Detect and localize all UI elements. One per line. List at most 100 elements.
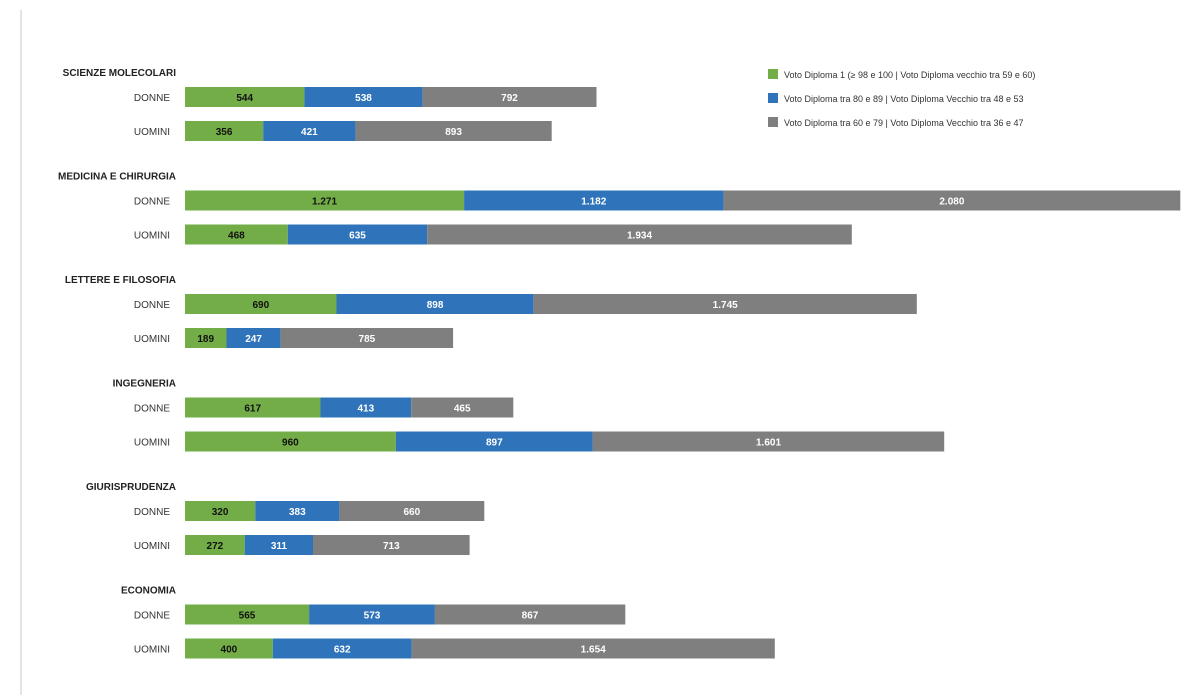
data-label: 400 [221, 645, 238, 656]
bar-segment [185, 638, 273, 659]
bar-segment [185, 87, 305, 107]
bar-segment [320, 397, 412, 418]
row-label: DONNE [134, 404, 170, 415]
bar-segment [287, 224, 428, 245]
bar-segment [263, 121, 356, 141]
data-label: 635 [349, 231, 366, 242]
group-title: SCIENZE MOLECOLARI [63, 68, 177, 79]
data-label: 272 [207, 541, 224, 552]
data-label: 311 [271, 541, 288, 552]
data-label: 1.934 [627, 231, 652, 242]
group-title: INGEGNERIA [113, 379, 176, 390]
bar-segment [185, 431, 396, 452]
bar-group: ECONOMIA DONNE 565 573 867 UOMINI 400 632 1.654 [121, 586, 775, 659]
bar-segment [185, 501, 256, 521]
row-label: DONNE [134, 197, 170, 208]
data-label: 617 [244, 404, 261, 415]
data-label: 565 [239, 611, 256, 622]
bar-segment [244, 535, 313, 555]
bar-segment [336, 294, 534, 314]
legend: Voto Diploma 1 (≥ 98 e 100 | Voto Diplom… [768, 69, 1035, 128]
bar-segment [304, 87, 423, 107]
legend-swatch [768, 69, 778, 79]
bar-group: MEDICINA E CHIRURGIA DONNE 1.271 1.182 2.080… [58, 172, 1181, 245]
bar-segment [464, 190, 724, 211]
group-title: GIURISPRUDENZA [86, 482, 176, 493]
group-title: LETTERE E FILOSOFIA [65, 275, 176, 286]
data-label: 413 [357, 404, 374, 415]
data-label: 1.182 [581, 197, 606, 208]
bar-group: INGEGNERIA DONNE 617 413 465 UOMINI 960 897 1.60… [113, 379, 945, 452]
bar-segment [309, 604, 435, 625]
bar-group: SCIENZE MOLECOLARI DONNE 544 538 792 UOMINI 35… [63, 68, 597, 141]
row-label: DONNE [134, 93, 170, 104]
row-label: UOMINI [134, 541, 170, 552]
data-label: 632 [334, 645, 351, 656]
data-label: 421 [301, 127, 318, 138]
bar-segment [422, 87, 597, 107]
data-label: 898 [427, 300, 444, 311]
row-label: DONNE [134, 300, 170, 311]
group-title: ECONOMIA [121, 586, 176, 597]
bar-segment [185, 294, 337, 314]
data-label: 1.745 [713, 300, 738, 311]
data-label: 544 [236, 93, 253, 104]
bar-segment [592, 431, 945, 452]
bar-segment [185, 535, 245, 555]
data-label: 468 [228, 231, 245, 242]
data-label: 897 [486, 438, 503, 449]
bar-segment [255, 501, 340, 521]
data-label: 383 [289, 507, 306, 518]
bar-group: LETTERE E FILOSOFIA DONNE 690 898 1.745 UOMIN… [65, 275, 917, 348]
data-label: 785 [359, 334, 376, 345]
legend-swatch [768, 117, 778, 127]
data-label: 465 [454, 404, 471, 415]
bar-segment [411, 397, 514, 418]
bar-segment [723, 190, 1181, 211]
legend-label: Voto Diploma tra 60 e 79 | Voto Diploma … [784, 118, 1023, 128]
data-label: 247 [245, 334, 262, 345]
bar-segment [185, 604, 310, 625]
bar-segment [185, 190, 465, 211]
row-label: DONNE [134, 611, 170, 622]
bar-segment [226, 328, 281, 348]
data-label: 1.271 [312, 197, 337, 208]
legend-swatch [768, 93, 778, 103]
bar-segment [395, 431, 593, 452]
group-title: MEDICINA E CHIRURGIA [58, 172, 176, 183]
bar-segment [185, 224, 288, 245]
bar-segment [280, 328, 454, 348]
data-label: 2.080 [939, 197, 964, 208]
bar-segment [185, 397, 321, 418]
row-label: UOMINI [134, 334, 170, 345]
row-label: UOMINI [134, 231, 170, 242]
bar-segment [185, 121, 264, 141]
bar-segment [533, 294, 917, 314]
row-label: UOMINI [134, 645, 170, 656]
data-label: 690 [252, 300, 269, 311]
row-label: UOMINI [134, 127, 170, 138]
data-label: 713 [383, 541, 400, 552]
data-label: 1.654 [581, 645, 606, 656]
bar-segment [411, 638, 775, 659]
data-label: 660 [403, 507, 420, 518]
data-label: 1.601 [756, 438, 781, 449]
legend-label: Voto Diploma tra 80 e 89 | Voto Diploma … [784, 94, 1023, 104]
bar-group: GIURISPRUDENZA DONNE 320 383 660 UOMINI 272 311… [86, 482, 485, 555]
row-label: UOMINI [134, 438, 170, 449]
data-label: 867 [522, 611, 539, 622]
bar-segment [434, 604, 626, 625]
data-label: 792 [501, 93, 518, 104]
data-label: 960 [282, 438, 299, 449]
data-label: 189 [197, 334, 214, 345]
bar-segment [272, 638, 412, 659]
data-label: 573 [364, 611, 381, 622]
data-label: 538 [355, 93, 372, 104]
bars-layer: SCIENZE MOLECOLARI DONNE 544 538 792 UOMINI 35… [58, 68, 1181, 659]
data-label: 356 [216, 127, 233, 138]
data-label: 893 [445, 127, 462, 138]
bar-segment [355, 121, 552, 141]
data-label: 320 [212, 507, 229, 518]
bar-segment [427, 224, 852, 245]
